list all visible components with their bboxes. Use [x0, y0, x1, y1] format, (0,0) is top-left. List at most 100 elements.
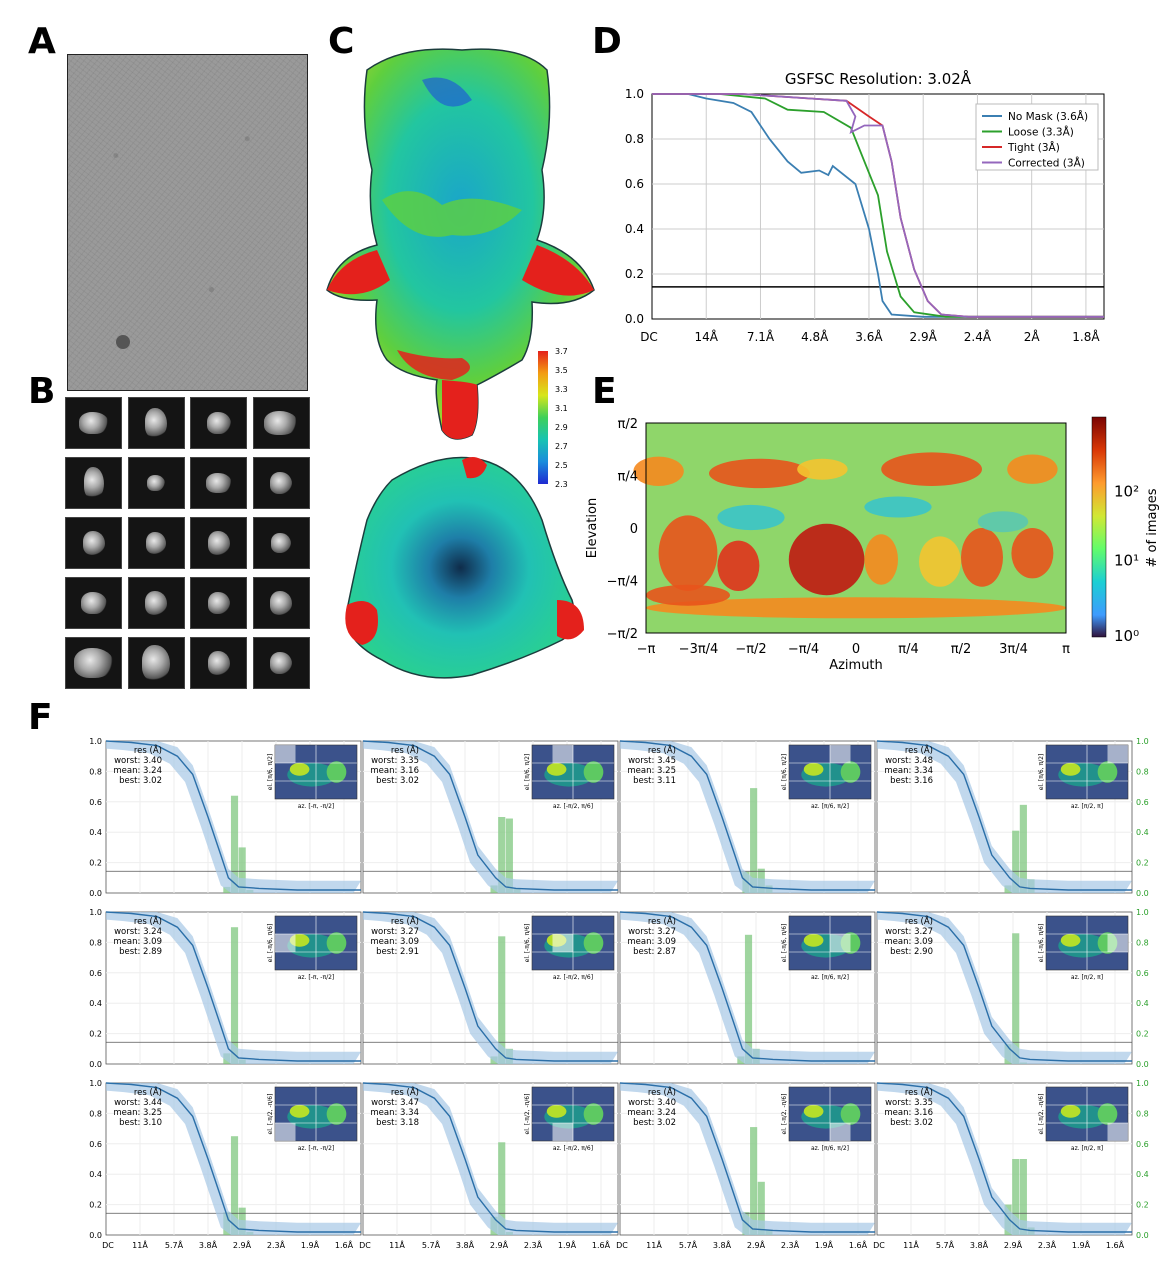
- res-worst: worst: 3.35: [371, 756, 419, 766]
- inset-az-label: az. [π/2, π]: [1071, 974, 1103, 981]
- panel-label-e: E: [592, 371, 617, 412]
- class-average-particle: [82, 531, 105, 555]
- inset-el-label: el. [-π/2, -π/6]: [524, 1094, 531, 1135]
- res-mean: mean: 3.25: [113, 1108, 162, 1118]
- y2-tick-label: 0.8: [1136, 938, 1149, 947]
- x-tick-label: 2.3Å: [1038, 1239, 1057, 1250]
- class-average-particle: [145, 408, 167, 438]
- inset-el-label: el. [-π/6, π/6]: [267, 924, 274, 963]
- heatmap-blob: [788, 523, 865, 596]
- res-best: best: 2.90: [890, 947, 933, 957]
- inset-blob: [326, 932, 347, 954]
- fsc-mean-curve: [362, 740, 618, 891]
- histogram-bar: [1012, 830, 1020, 893]
- class-average: [127, 637, 185, 689]
- panel-label-a: A: [28, 21, 56, 62]
- class-average: [190, 457, 247, 509]
- panel-label-f: F: [28, 697, 53, 738]
- histogram-bar: [498, 1142, 506, 1235]
- inset-blob: [1097, 1103, 1118, 1125]
- x-tick-label: 2.9Å: [910, 329, 938, 344]
- class-average: [65, 637, 122, 689]
- inset-az-label: az. [-π, -π/2]: [298, 1145, 335, 1152]
- x-tick-label: 11Å: [903, 1239, 919, 1250]
- fsc-mean-curve: [105, 1082, 361, 1233]
- res-worst: worst: 3.47: [371, 1098, 419, 1108]
- x-tick-label: 1.6Å: [1106, 1239, 1125, 1250]
- fsc-mean-curve: [619, 740, 875, 891]
- x-tick-label: 1.9Å: [558, 1239, 577, 1250]
- x-tick-label: −π/4: [788, 642, 819, 657]
- fsc-curve-nomask: [652, 93, 1104, 318]
- inset-highlight: [552, 1123, 573, 1141]
- class-average: [65, 577, 122, 629]
- heatmap-blob: [1007, 454, 1058, 484]
- y2-tick-label: 0.0: [1136, 1060, 1149, 1069]
- y-tick-label: 0.0: [625, 312, 644, 326]
- res-worst: worst: 3.44: [114, 1098, 162, 1108]
- inset-highlight: [1107, 934, 1128, 952]
- res-best: best: 3.10: [119, 1118, 162, 1128]
- res-best: best: 3.02: [633, 1118, 676, 1128]
- class-average: [190, 397, 247, 449]
- heatmap-blob: [797, 458, 848, 480]
- class-average: [190, 517, 247, 569]
- inset-highlight: [1107, 745, 1128, 763]
- inset-blob: [326, 1103, 347, 1125]
- y2-tick-label: 0.4: [1136, 828, 1149, 837]
- res-best: best: 2.89: [119, 947, 162, 957]
- fsc-curve-loose: [652, 93, 1104, 318]
- chart-title: GSFSC Resolution: 3.02Å: [785, 69, 972, 88]
- viewing-direction-chart: π/2π/40−π/4−π/2−π −3π/4 −π/2 −π/4 0 π/4 π/2 3π/…: [585, 416, 1160, 673]
- inset-blob: [840, 761, 861, 783]
- inset-az-label: az. [-π, -π/2]: [298, 803, 335, 810]
- class-average: [127, 577, 185, 629]
- y2-tick-label: 0.0: [1136, 1231, 1149, 1240]
- x-tick-label: 1.8Å: [1072, 329, 1100, 344]
- histogram-bar: [750, 1127, 758, 1235]
- inset-highlight: [1107, 1123, 1128, 1141]
- res-header: res (Å): [134, 1086, 162, 1098]
- fsc-band: [363, 741, 618, 893]
- y-tick-label: 0.8: [89, 767, 102, 776]
- x-tick-label: 5.7Å: [679, 1239, 698, 1250]
- histogram-bar: [230, 795, 239, 893]
- inset-blob: [1097, 761, 1118, 783]
- class-average: [252, 517, 310, 569]
- micrograph-image: [67, 54, 308, 391]
- inset-az-label: az. [-π/2, π/6]: [553, 1145, 593, 1152]
- y2-tick-label: 0.8: [1136, 767, 1149, 776]
- y2-tick-label: 0.4: [1136, 999, 1149, 1008]
- res-header: res (Å): [134, 744, 162, 756]
- res-mean: mean: 3.34: [370, 1108, 419, 1118]
- micrograph-particle: [116, 335, 130, 349]
- res-best: best: 3.02: [890, 1118, 933, 1128]
- heatmap-blob: [717, 540, 760, 591]
- class-average: [252, 397, 310, 449]
- class-average-particle: [80, 592, 107, 614]
- x-tick-label: 2.9Å: [747, 1239, 766, 1250]
- heatmap-blob: [633, 456, 684, 486]
- class-average: [65, 517, 122, 569]
- heatmap-blob: [709, 458, 810, 489]
- inset-az-label: az. [-π/2, π/6]: [553, 974, 593, 981]
- x-tick-label: 0: [852, 642, 860, 657]
- class-average: [127, 457, 185, 509]
- x-tick-label: 11Å: [132, 1239, 148, 1250]
- inset-el-label: el. [-π/2, -π/6]: [1038, 1094, 1045, 1135]
- inset-blob: [546, 1104, 567, 1118]
- x-axis-label: Azimuth: [829, 658, 883, 673]
- inset-blob: [546, 762, 567, 776]
- class-average: [252, 457, 310, 509]
- legend-label: Tight (3Å): [1007, 141, 1060, 154]
- inset-blob: [1060, 762, 1081, 776]
- inset-highlight: [552, 934, 573, 952]
- heatmap-blob: [658, 515, 718, 591]
- x-tick-label: 3.8Å: [970, 1239, 989, 1250]
- inset-highlight: [275, 1123, 296, 1141]
- histogram-bar: [1019, 1159, 1027, 1235]
